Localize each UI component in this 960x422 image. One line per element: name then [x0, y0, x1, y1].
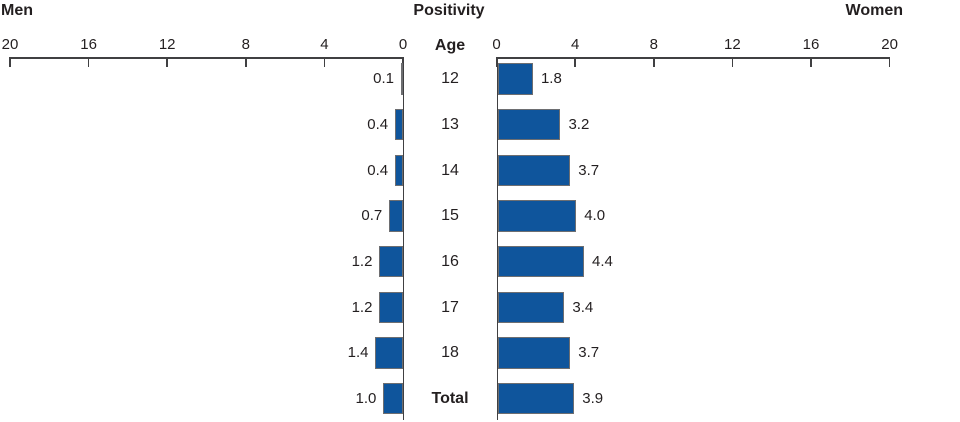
age-label: 15	[441, 207, 459, 225]
women-bar	[497, 200, 577, 232]
age-label: 14	[441, 161, 459, 179]
right-axis-tick	[888, 57, 891, 67]
men-value-label: 1.0	[355, 389, 377, 407]
left-axis-tick	[166, 57, 168, 67]
left-axis-tick-label: 8	[241, 36, 250, 53]
left-axis-tick	[87, 57, 90, 67]
men-value-label: 1.2	[351, 252, 373, 270]
right-axis-tick	[574, 57, 576, 67]
women-value-label: 4.4	[592, 252, 613, 270]
men-value-label: 0.7	[361, 207, 383, 225]
women-value-label: 3.7	[578, 161, 600, 179]
women-value-label: 3.2	[568, 115, 590, 133]
right-axis-tick	[653, 57, 655, 67]
left-axis-tick-label: 0	[398, 36, 408, 53]
men-bar	[379, 291, 403, 324]
women-value-label: 3.7	[578, 344, 600, 362]
age-label: 12	[441, 70, 459, 88]
age-label: 13	[441, 115, 459, 133]
women-header: Women	[845, 2, 903, 19]
men-value-label: 1.2	[351, 298, 373, 316]
age-label: 18	[441, 344, 459, 362]
right-axis-tick	[731, 57, 734, 67]
left-axis-tick	[323, 57, 326, 67]
right-axis-tick-label: 8	[649, 36, 658, 53]
men-value-label: 1.4	[347, 344, 369, 362]
right-axis-tick	[810, 57, 812, 67]
left-axis-tick-label: 4	[320, 36, 329, 53]
age-label: Total	[431, 389, 469, 407]
right-axis-tick-label: 12	[724, 36, 741, 53]
right-axis-tick-label: 4	[571, 36, 580, 53]
women-value-label: 3.4	[572, 298, 594, 316]
women-value-label: 4.0	[584, 207, 606, 225]
left-axis-tick-label: 12	[158, 36, 176, 53]
men-bar	[395, 108, 403, 141]
men-value-label: 0.1	[373, 70, 394, 88]
chart-title: Positivity	[413, 2, 485, 19]
men-value-label: 0.4	[367, 161, 389, 179]
left-zero-baseline	[402, 57, 405, 420]
left-axis-tick-label: 20	[1, 36, 19, 53]
men-bar	[395, 154, 403, 187]
right-axis-tick-label: 20	[881, 36, 898, 53]
women-bar	[497, 108, 561, 141]
men-value-label: 0.4	[367, 115, 389, 133]
women-bar	[497, 63, 533, 95]
women-value-label: 1.8	[540, 70, 562, 88]
women-bar	[497, 154, 571, 187]
age-label: 17	[441, 298, 459, 316]
right-axis-tick-label: 0	[492, 36, 501, 53]
women-bar	[497, 245, 585, 278]
age-label: 16	[441, 252, 459, 270]
men-bar	[379, 245, 403, 278]
men-bar	[389, 200, 403, 232]
men-header: Men	[1, 2, 33, 19]
women-value-label: 3.9	[582, 389, 604, 407]
women-bar	[497, 337, 571, 369]
left-axis-line	[10, 57, 403, 59]
age-axis-header: Age	[434, 37, 466, 54]
women-bar	[497, 291, 565, 324]
right-axis-line	[497, 57, 890, 59]
left-axis-tick	[9, 57, 11, 67]
men-bar	[375, 337, 403, 369]
right-axis-tick-label: 16	[802, 36, 820, 53]
men-bar	[383, 382, 403, 415]
men-bar	[401, 63, 403, 95]
women-bar	[497, 382, 575, 415]
right-zero-baseline	[496, 57, 499, 420]
left-axis-tick	[245, 57, 247, 67]
left-axis-tick-label: 16	[80, 36, 97, 53]
